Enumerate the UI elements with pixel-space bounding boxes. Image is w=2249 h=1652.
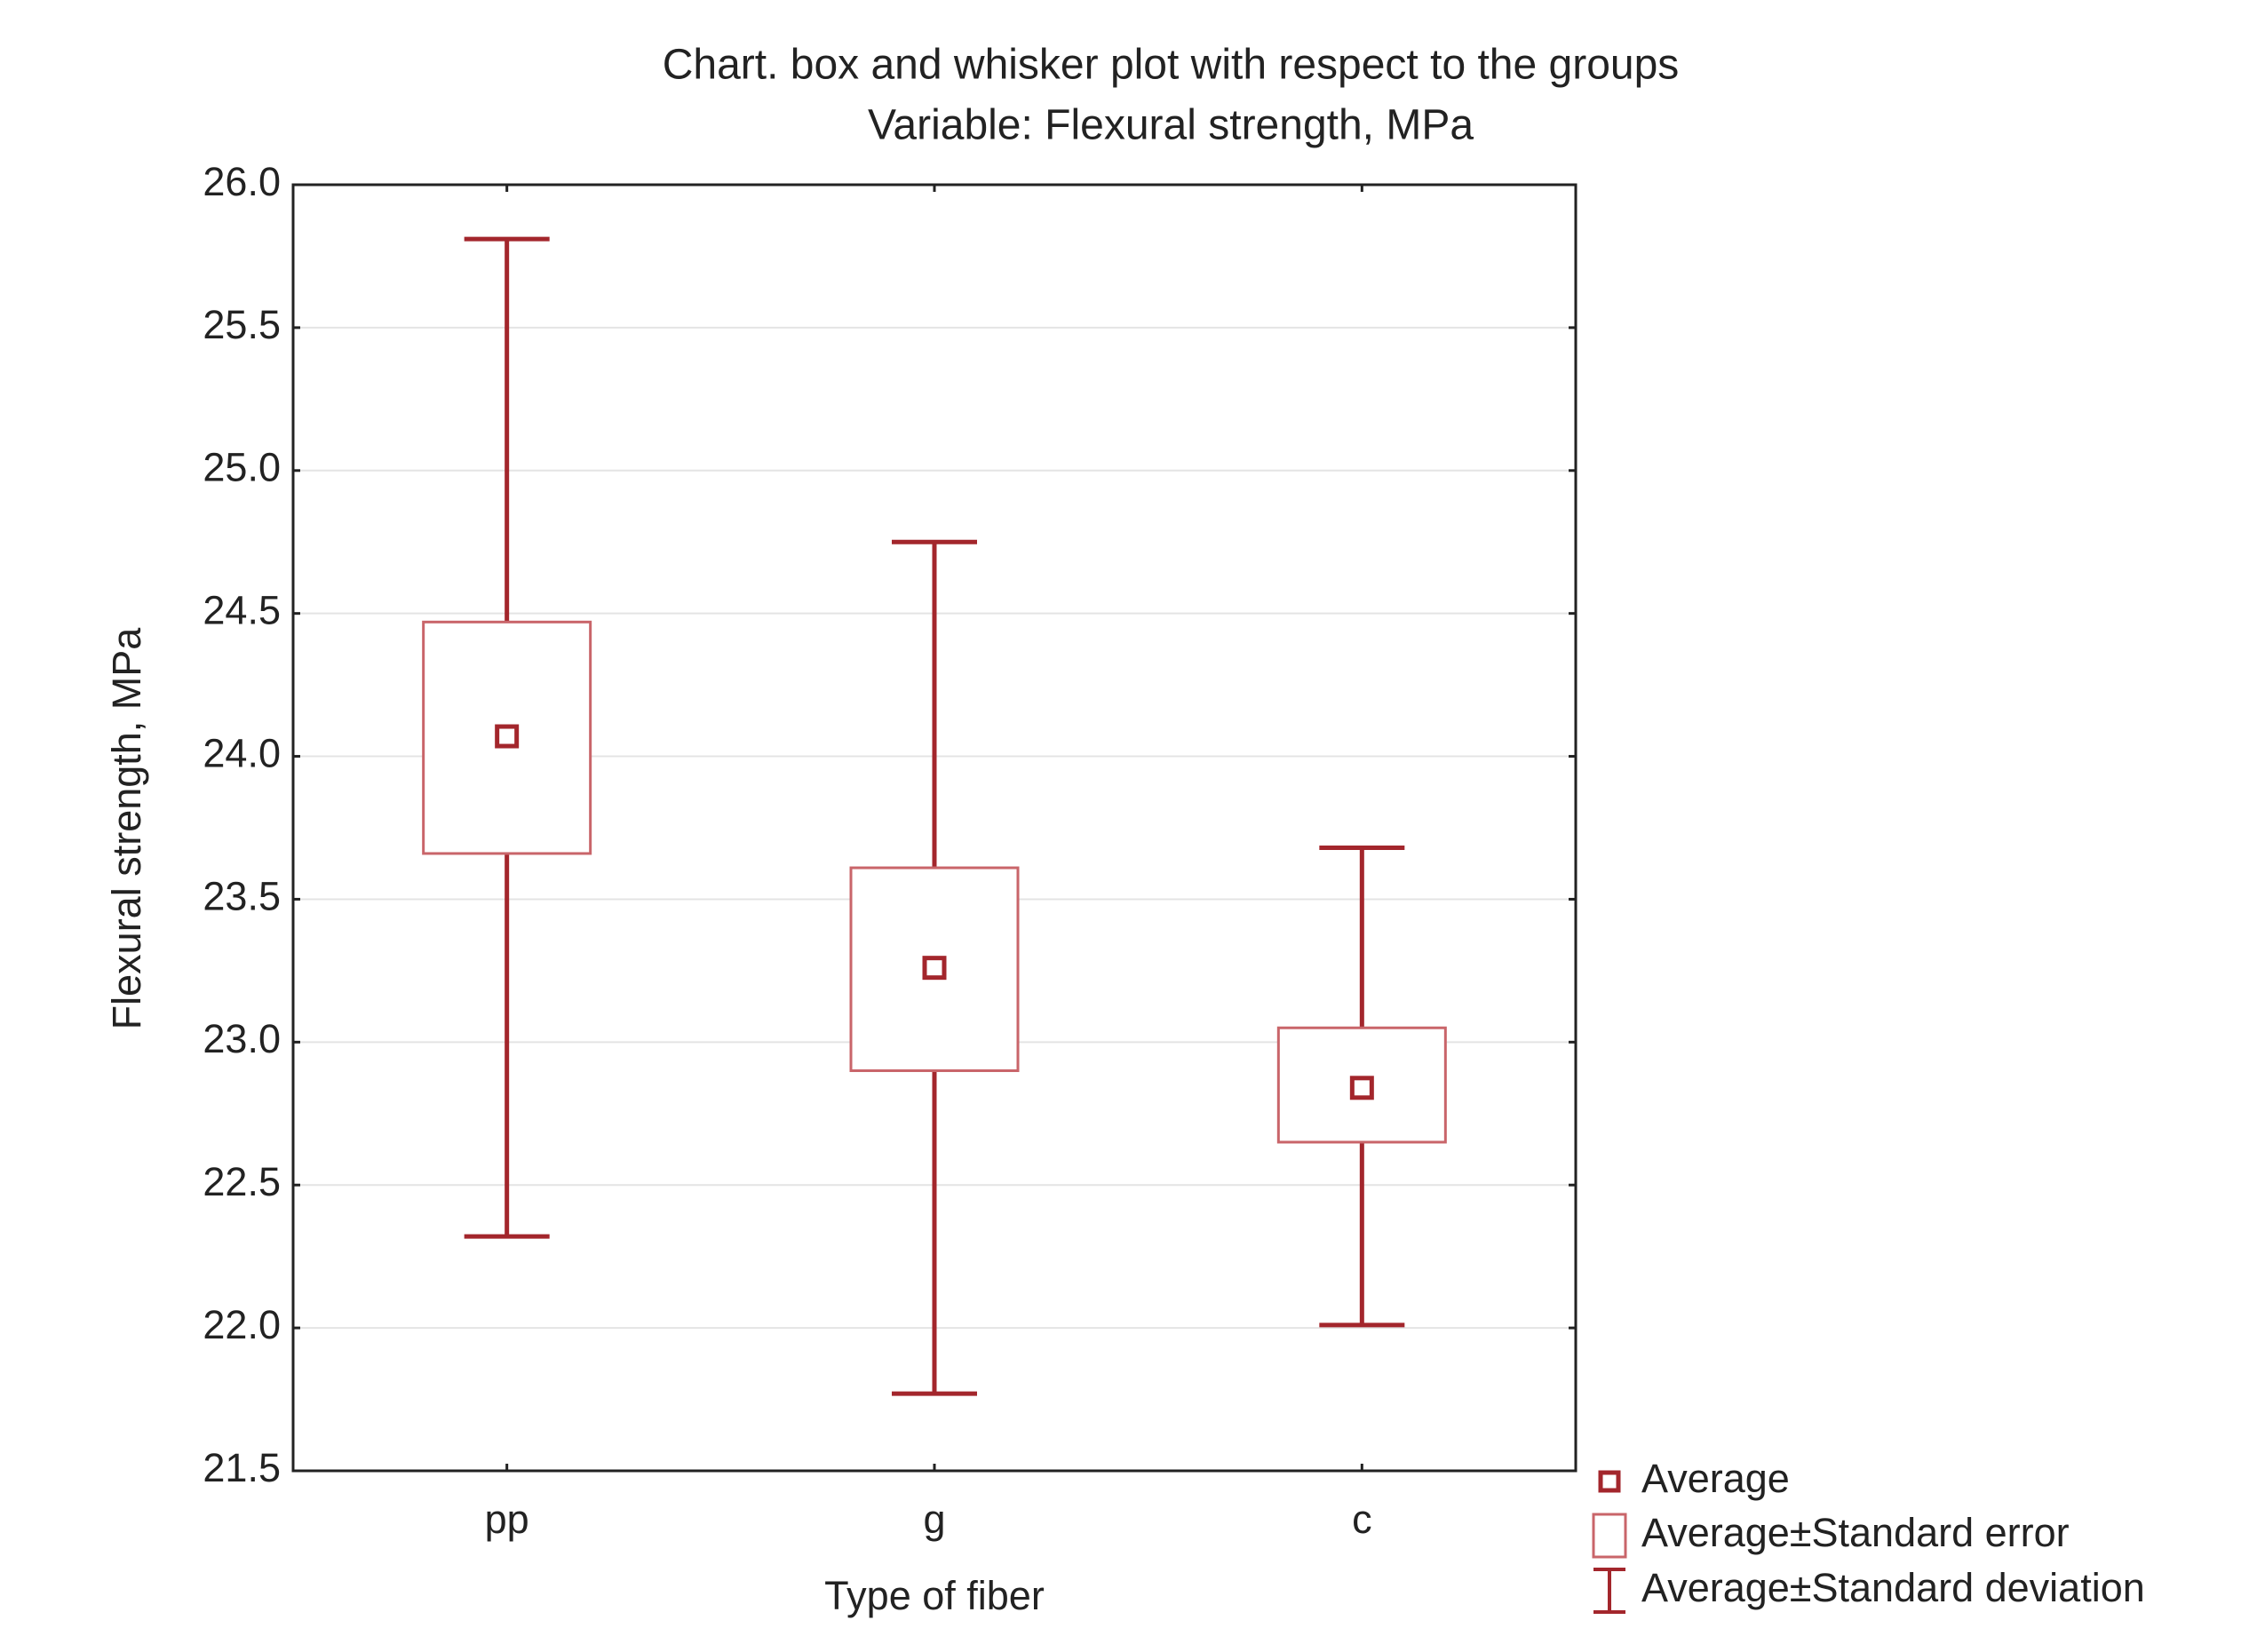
- y-tick-label: 23.5: [203, 873, 281, 918]
- x-tick-label: c: [1352, 1497, 1372, 1542]
- chart-subtitle: Variable: Flexural strength, MPa: [868, 102, 1474, 149]
- legend-label: Average: [1641, 1456, 1790, 1501]
- y-tick-label: 25.0: [203, 445, 281, 490]
- mean-marker: [495, 724, 520, 749]
- y-axis-label: Flexural strength, MPa: [104, 627, 149, 1030]
- x-tick-label: g: [923, 1497, 945, 1542]
- y-tick-label: 23.0: [203, 1016, 281, 1061]
- y-tick-label: 21.5: [203, 1445, 281, 1490]
- y-tick-label: 25.5: [203, 302, 281, 347]
- legend-symbol: [1592, 1513, 1627, 1559]
- legend-label: Average±Standard deviation: [1641, 1565, 2145, 1610]
- x-tick-label: pp: [485, 1497, 529, 1542]
- legend-label: Average±Standard error: [1641, 1510, 2070, 1555]
- mean-marker: [1349, 1076, 1374, 1100]
- y-tick-label: 24.0: [203, 730, 281, 775]
- y-tick-label: 24.5: [203, 588, 281, 633]
- x-axis-label: Type of fiber: [824, 1573, 1045, 1618]
- y-tick-label: 22.5: [203, 1159, 281, 1204]
- mean-marker: [922, 956, 947, 981]
- y-tick-label: 26.0: [203, 159, 281, 204]
- y-tick-label: 22.0: [203, 1302, 281, 1347]
- chart-title: Chart. box and whisker plot with respect…: [663, 42, 1680, 89]
- legend-symbol: [1598, 1470, 1621, 1493]
